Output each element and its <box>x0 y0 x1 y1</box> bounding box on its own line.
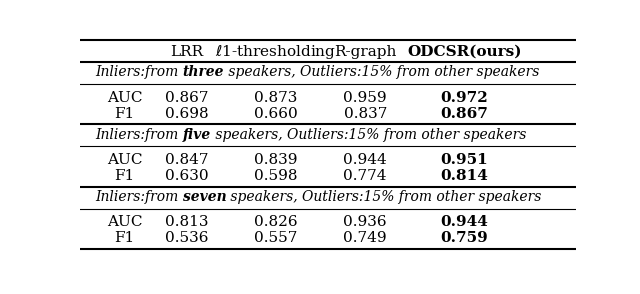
Text: 0.944: 0.944 <box>440 216 488 229</box>
Text: 0.557: 0.557 <box>254 231 298 245</box>
Text: 0.867: 0.867 <box>165 91 209 105</box>
Text: 0.660: 0.660 <box>254 107 298 121</box>
Text: 0.936: 0.936 <box>344 216 387 229</box>
Text: AUC: AUC <box>107 216 142 229</box>
Text: three: three <box>182 66 224 79</box>
Text: 0.814: 0.814 <box>440 169 488 183</box>
Text: 0.847: 0.847 <box>165 153 209 167</box>
Text: F1: F1 <box>115 231 135 245</box>
Text: $\ell$1-thresholding: $\ell$1-thresholding <box>216 43 337 61</box>
Text: five: five <box>182 128 211 142</box>
Text: LRR: LRR <box>170 45 204 59</box>
Text: 0.959: 0.959 <box>344 91 387 105</box>
Text: AUC: AUC <box>107 91 142 105</box>
Text: 0.837: 0.837 <box>344 107 387 121</box>
Text: seven: seven <box>182 190 227 204</box>
Text: speakers, Outliers:15% from other speakers: speakers, Outliers:15% from other speake… <box>224 66 540 79</box>
Text: 0.944: 0.944 <box>343 153 387 167</box>
Text: Inliers:from: Inliers:from <box>95 66 182 79</box>
Text: F1: F1 <box>115 169 135 183</box>
Text: AUC: AUC <box>107 153 142 167</box>
Text: Inliers:from: Inliers:from <box>95 190 182 204</box>
Text: 0.698: 0.698 <box>165 107 209 121</box>
Text: 0.813: 0.813 <box>165 216 209 229</box>
Text: 0.759: 0.759 <box>440 231 488 245</box>
Text: Inliers:from: Inliers:from <box>95 128 182 142</box>
Text: 0.630: 0.630 <box>165 169 209 183</box>
Text: speakers, Outliers:15% from other speakers: speakers, Outliers:15% from other speake… <box>211 128 526 142</box>
Text: 0.826: 0.826 <box>254 216 298 229</box>
Text: 0.972: 0.972 <box>440 91 488 105</box>
Text: speakers, Outliers:15% from other speakers: speakers, Outliers:15% from other speake… <box>227 190 541 204</box>
Text: 0.774: 0.774 <box>344 169 387 183</box>
Text: ODCSR(ours): ODCSR(ours) <box>407 45 522 59</box>
Text: R-graph: R-graph <box>334 45 396 59</box>
Text: 0.873: 0.873 <box>254 91 298 105</box>
Text: F1: F1 <box>115 107 135 121</box>
Text: 0.839: 0.839 <box>254 153 298 167</box>
Text: 0.536: 0.536 <box>165 231 209 245</box>
Text: 0.749: 0.749 <box>344 231 387 245</box>
Text: 0.951: 0.951 <box>440 153 488 167</box>
Text: 0.598: 0.598 <box>254 169 298 183</box>
Text: 0.867: 0.867 <box>440 107 488 121</box>
